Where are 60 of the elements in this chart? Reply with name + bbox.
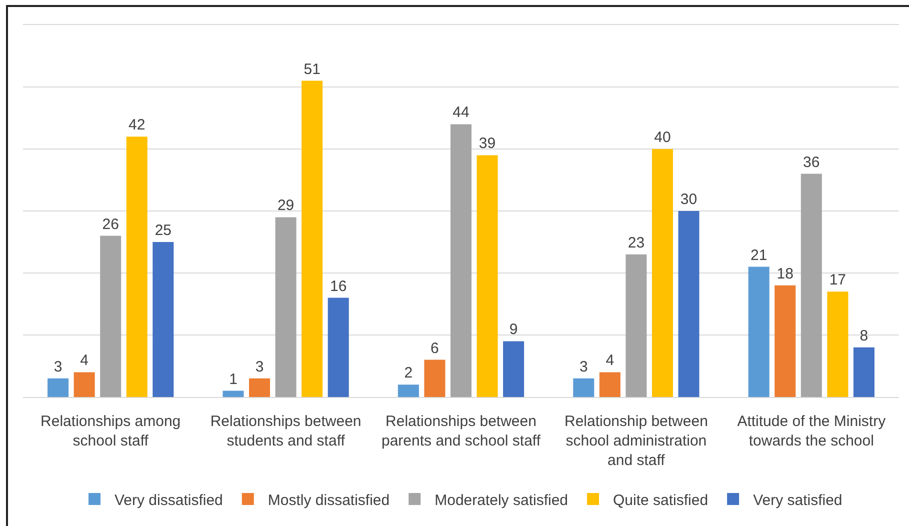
data-label: 3 [579,358,588,376]
x-tick-label: Relationships between parents and school staff [382,413,542,450]
bar [424,360,446,397]
bar [827,292,848,397]
data-label: 18 [776,265,794,282]
bar [222,390,244,397]
bar [328,298,349,397]
bar [573,378,594,397]
legend-label: Mostly dissatisfied [268,492,390,509]
data-label: 23 [628,234,645,252]
data-label: 6 [430,340,439,357]
data-label: 51 [304,60,320,78]
legend-label: Moderately satisfied [434,492,568,509]
data-label: 3 [255,358,264,376]
data-label: 9 [509,321,518,338]
data-label: 26 [102,216,119,233]
data-label: 40 [654,129,671,146]
bar [652,149,673,397]
bar [152,242,174,397]
bar [398,384,419,397]
data-label: 17 [829,272,846,289]
data-label: 8 [860,327,868,344]
data-label: 39 [478,135,496,152]
data-label: 25 [154,222,172,239]
data-label: 3 [54,358,62,376]
data-label: 36 [803,154,820,171]
x-tick-label: Relationships between students and staff [210,413,362,450]
bar [249,378,270,397]
bar [503,341,524,397]
bar [599,372,620,397]
legend-label: Very satisfied [753,492,842,509]
bar [678,211,700,397]
data-label: 1 [229,370,238,388]
bar [626,254,647,397]
bar [476,155,498,397]
x-tick-label: Attitude of the Ministry towards the school [737,413,886,450]
bar [800,174,822,397]
bar [853,347,874,397]
legend-label: Very dissatisfied [114,492,223,509]
bar [48,378,69,397]
data-label: 21 [750,246,768,264]
x-tick-label: Relationships among school staff [40,413,181,450]
bar [302,80,323,397]
data-label: 29 [277,197,294,214]
data-label: 44 [452,104,470,122]
data-label: 4 [80,352,88,370]
data-label: 2 [404,364,413,382]
bar [748,266,770,397]
data-label: 42 [128,116,146,134]
bar [774,285,796,397]
bar [74,372,95,397]
bar [450,124,472,397]
bar [100,236,122,397]
x-tick-label: Relationship between school administration and staff [564,413,708,469]
data-label: 30 [680,191,698,208]
bar [275,217,296,397]
data-label: 16 [330,278,347,295]
legend-label: Quite satisfied [613,492,708,509]
data-label: 4 [606,352,614,370]
bar [126,136,148,397]
